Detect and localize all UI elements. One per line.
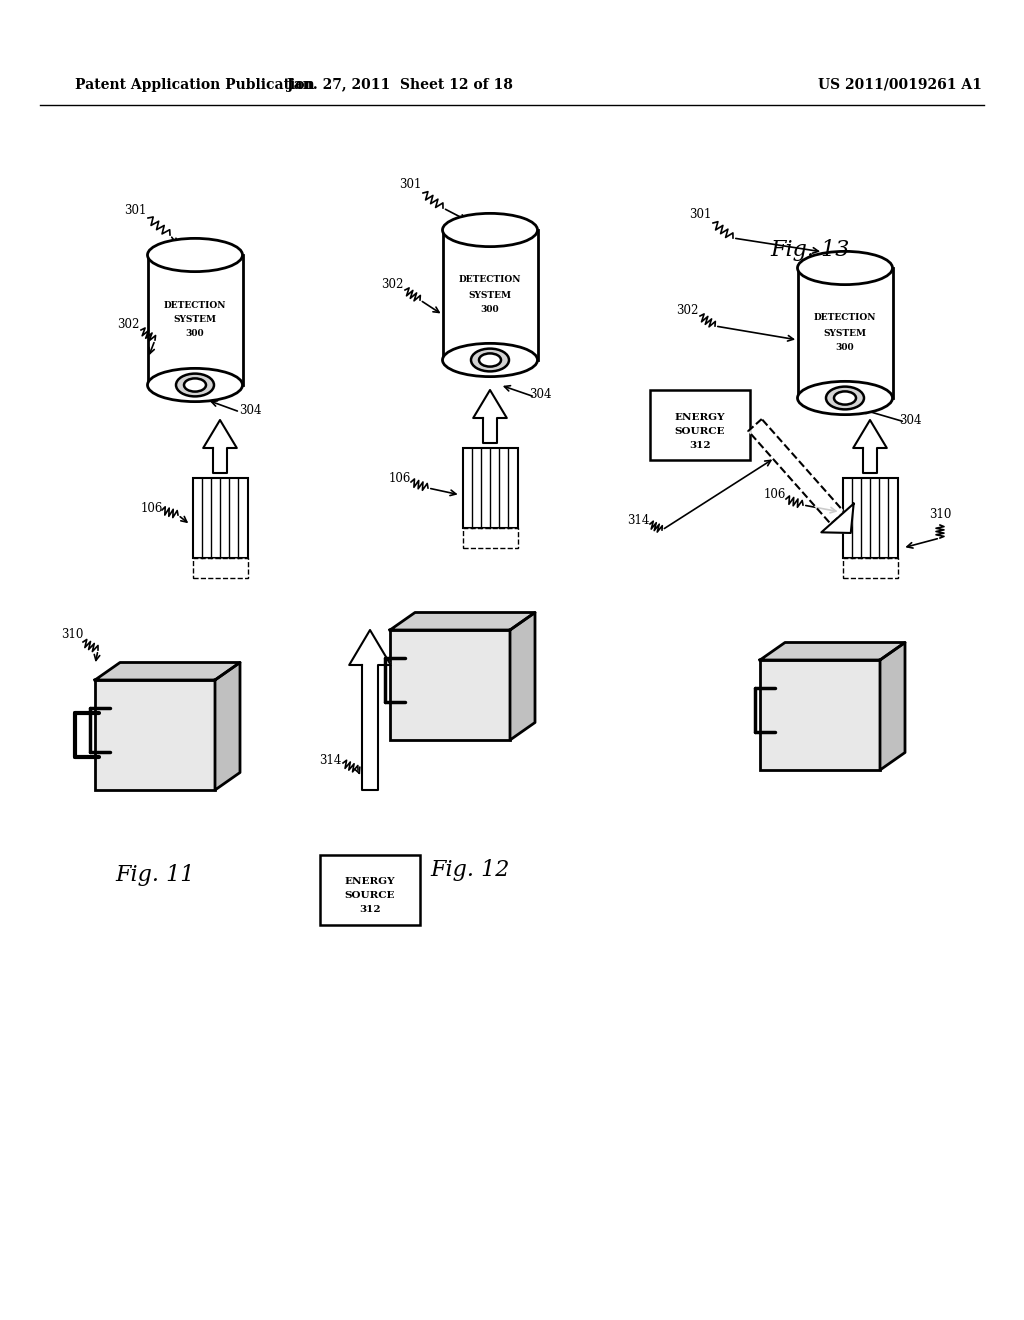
Text: ENERGY: ENERGY xyxy=(345,878,395,887)
Polygon shape xyxy=(749,418,844,524)
Text: SYSTEM: SYSTEM xyxy=(823,329,866,338)
Text: 301: 301 xyxy=(124,203,146,216)
Bar xyxy=(193,558,248,578)
Bar xyxy=(463,528,517,548)
Polygon shape xyxy=(473,389,507,444)
Ellipse shape xyxy=(442,343,538,376)
Ellipse shape xyxy=(471,348,509,371)
Text: 302: 302 xyxy=(117,318,139,331)
Text: Fig. 12: Fig. 12 xyxy=(430,859,510,880)
Text: 310: 310 xyxy=(929,508,951,521)
Bar xyxy=(843,558,897,578)
Text: 301: 301 xyxy=(398,178,421,191)
Text: 302: 302 xyxy=(381,279,403,292)
FancyBboxPatch shape xyxy=(798,268,893,399)
Text: 304: 304 xyxy=(528,388,551,401)
Polygon shape xyxy=(215,663,240,789)
Text: 314: 314 xyxy=(627,513,649,527)
Text: 300: 300 xyxy=(480,305,500,314)
Text: 310: 310 xyxy=(60,628,83,642)
Text: 302: 302 xyxy=(676,304,698,317)
Ellipse shape xyxy=(826,387,864,409)
Text: Jan. 27, 2011  Sheet 12 of 18: Jan. 27, 2011 Sheet 12 of 18 xyxy=(287,78,513,92)
Text: 312: 312 xyxy=(359,906,381,915)
Text: 300: 300 xyxy=(836,342,854,351)
Ellipse shape xyxy=(147,239,243,272)
Text: ENERGY: ENERGY xyxy=(675,412,725,421)
Text: 304: 304 xyxy=(899,413,922,426)
Text: DETECTION: DETECTION xyxy=(164,301,226,309)
Text: Fig. 11: Fig. 11 xyxy=(116,865,195,886)
Text: SOURCE: SOURCE xyxy=(675,426,725,436)
Ellipse shape xyxy=(798,251,893,285)
Text: 106: 106 xyxy=(141,502,163,515)
FancyBboxPatch shape xyxy=(442,230,538,360)
Text: DETECTION: DETECTION xyxy=(459,276,521,285)
Text: SOURCE: SOURCE xyxy=(345,891,395,900)
Bar xyxy=(95,680,215,789)
Polygon shape xyxy=(95,663,240,680)
Bar xyxy=(193,478,248,558)
Ellipse shape xyxy=(184,379,206,392)
Text: 300: 300 xyxy=(185,330,205,338)
Ellipse shape xyxy=(176,374,214,396)
Bar xyxy=(463,447,517,528)
Text: 106: 106 xyxy=(389,471,412,484)
Text: Patent Application Publication: Patent Application Publication xyxy=(75,78,314,92)
Polygon shape xyxy=(821,504,854,533)
Bar xyxy=(390,630,510,741)
Polygon shape xyxy=(880,643,905,770)
Ellipse shape xyxy=(442,214,538,247)
Text: US 2011/0019261 A1: US 2011/0019261 A1 xyxy=(818,78,982,92)
Text: 312: 312 xyxy=(689,441,711,450)
Text: Fig. 13: Fig. 13 xyxy=(770,239,850,261)
Polygon shape xyxy=(203,420,237,473)
Text: SYSTEM: SYSTEM xyxy=(469,290,512,300)
Polygon shape xyxy=(510,612,535,741)
Bar xyxy=(760,660,880,770)
Text: 314: 314 xyxy=(318,754,341,767)
Bar xyxy=(319,855,420,925)
Polygon shape xyxy=(853,420,887,473)
Ellipse shape xyxy=(834,392,856,405)
Polygon shape xyxy=(390,612,535,630)
Polygon shape xyxy=(760,643,905,660)
FancyBboxPatch shape xyxy=(147,255,243,385)
Ellipse shape xyxy=(479,354,501,367)
Text: 304: 304 xyxy=(239,404,261,417)
Text: 301: 301 xyxy=(689,209,712,222)
Ellipse shape xyxy=(798,381,893,414)
Text: SYSTEM: SYSTEM xyxy=(173,315,216,325)
Text: 106: 106 xyxy=(764,488,786,502)
Bar xyxy=(843,478,897,558)
Ellipse shape xyxy=(147,368,243,401)
Bar xyxy=(650,389,750,459)
Polygon shape xyxy=(349,630,391,789)
Text: DETECTION: DETECTION xyxy=(814,314,877,322)
